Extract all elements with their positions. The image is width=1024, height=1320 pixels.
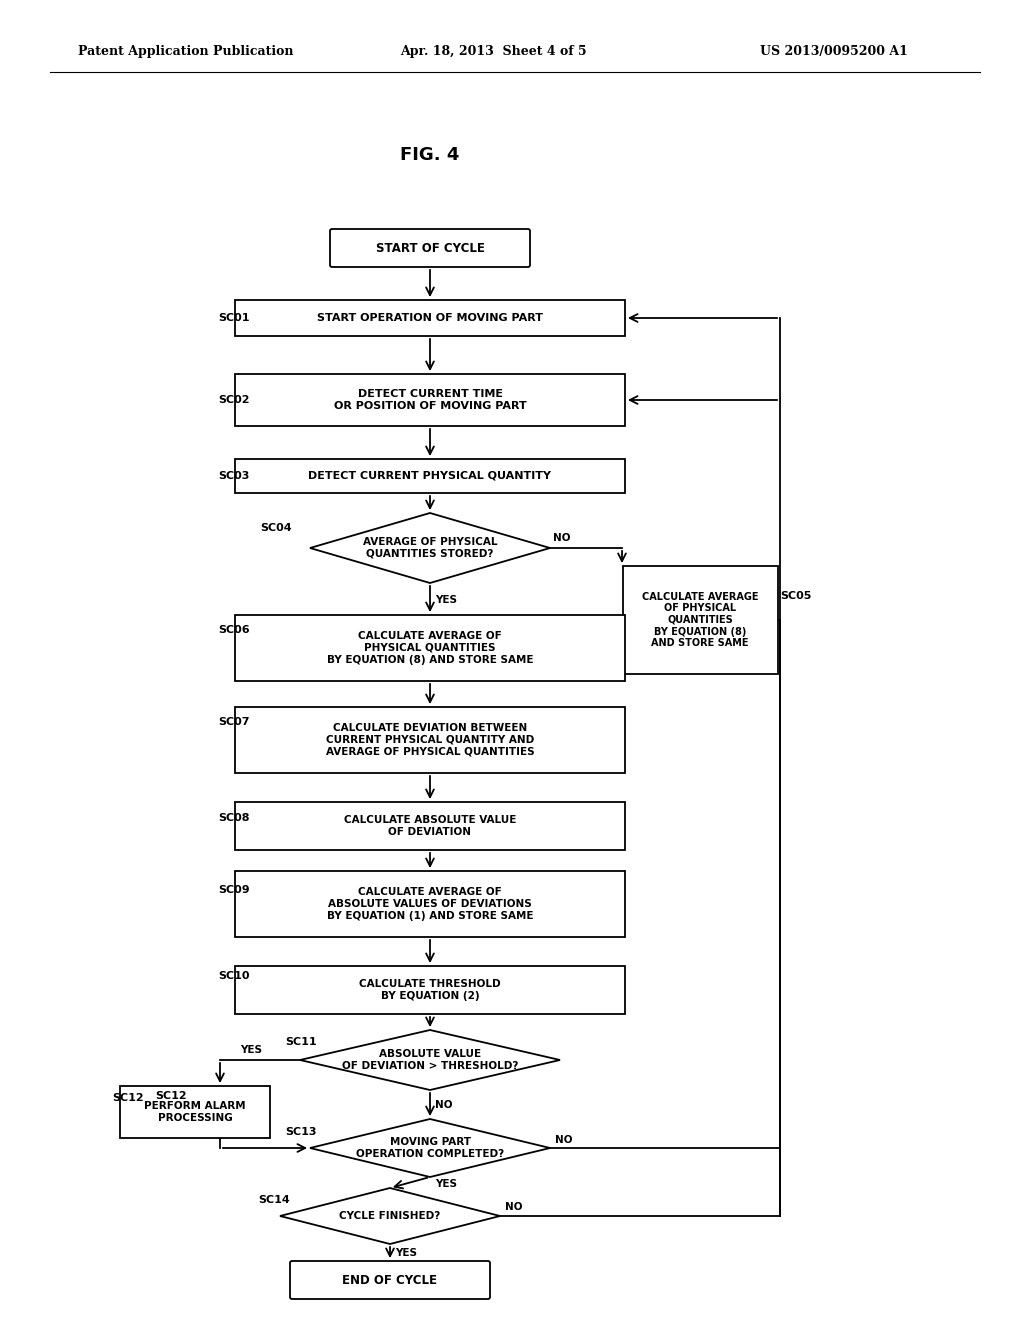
- Bar: [234, 459, 625, 492]
- Text: SC13: SC13: [285, 1127, 316, 1137]
- Text: CALCULATE AVERAGE OF
ABSOLUTE VALUES OF DEVIATIONS
BY EQUATION (1) AND STORE SAM: CALCULATE AVERAGE OF ABSOLUTE VALUES OF …: [327, 887, 534, 920]
- Text: ABSOLUTE VALUE
OF DEVIATION > THRESHOLD?: ABSOLUTE VALUE OF DEVIATION > THRESHOLD?: [342, 1049, 518, 1071]
- Text: NO: NO: [555, 1135, 572, 1144]
- Bar: [234, 871, 625, 937]
- Text: START OPERATION OF MOVING PART: START OPERATION OF MOVING PART: [317, 313, 543, 323]
- Polygon shape: [310, 513, 550, 583]
- Text: SC08: SC08: [218, 813, 250, 822]
- Text: DETECT CURRENT PHYSICAL QUANTITY: DETECT CURRENT PHYSICAL QUANTITY: [308, 471, 552, 480]
- Text: Patent Application Publication: Patent Application Publication: [78, 45, 294, 58]
- Text: YES: YES: [240, 1045, 262, 1055]
- Text: SC05: SC05: [780, 591, 811, 601]
- Polygon shape: [300, 1030, 560, 1090]
- Bar: [120, 1086, 270, 1138]
- Text: CYCLE FINISHED?: CYCLE FINISHED?: [339, 1210, 440, 1221]
- Text: NO: NO: [435, 1100, 453, 1110]
- Polygon shape: [280, 1188, 500, 1243]
- FancyBboxPatch shape: [290, 1261, 490, 1299]
- Text: DETECT CURRENT TIME
OR POSITION OF MOVING PART: DETECT CURRENT TIME OR POSITION OF MOVIN…: [334, 389, 526, 411]
- Text: SC07: SC07: [218, 717, 250, 727]
- Text: MOVING PART
OPERATION COMPLETED?: MOVING PART OPERATION COMPLETED?: [356, 1138, 504, 1159]
- Text: SC12: SC12: [155, 1092, 186, 1101]
- Text: SC02: SC02: [218, 395, 250, 405]
- Text: SC09: SC09: [218, 884, 250, 895]
- Text: PERFORM ALARM
PROCESSING: PERFORM ALARM PROCESSING: [144, 1101, 246, 1123]
- Bar: [234, 803, 625, 850]
- Text: YES: YES: [395, 1247, 417, 1258]
- Text: FIG. 4: FIG. 4: [400, 147, 460, 164]
- Text: SC06: SC06: [218, 624, 250, 635]
- Text: AVERAGE OF PHYSICAL
QUANTITIES STORED?: AVERAGE OF PHYSICAL QUANTITIES STORED?: [362, 537, 498, 558]
- Text: SC03: SC03: [218, 471, 250, 480]
- Text: NO: NO: [553, 533, 570, 543]
- Text: YES: YES: [435, 1179, 457, 1189]
- Text: SC10: SC10: [218, 972, 250, 981]
- Text: SC01: SC01: [218, 313, 250, 323]
- Text: SC12: SC12: [112, 1093, 143, 1104]
- Bar: [234, 708, 625, 774]
- Text: SC14: SC14: [258, 1195, 290, 1205]
- Bar: [234, 300, 625, 337]
- Text: CALCULATE AVERAGE OF
PHYSICAL QUANTITIES
BY EQUATION (8) AND STORE SAME: CALCULATE AVERAGE OF PHYSICAL QUANTITIES…: [327, 631, 534, 664]
- Bar: [234, 615, 625, 681]
- Polygon shape: [310, 1119, 550, 1177]
- Text: CALCULATE DEVIATION BETWEEN
CURRENT PHYSICAL QUANTITY AND
AVERAGE OF PHYSICAL QU: CALCULATE DEVIATION BETWEEN CURRENT PHYS…: [326, 723, 535, 756]
- Text: END OF CYCLE: END OF CYCLE: [342, 1274, 437, 1287]
- Bar: [234, 966, 625, 1014]
- Text: SC11: SC11: [285, 1038, 316, 1047]
- Text: CALCULATE AVERAGE
OF PHYSICAL
QUANTITIES
BY EQUATION (8)
AND STORE SAME: CALCULATE AVERAGE OF PHYSICAL QUANTITIES…: [642, 591, 758, 648]
- FancyBboxPatch shape: [330, 228, 530, 267]
- Text: NO: NO: [505, 1203, 522, 1212]
- Text: YES: YES: [435, 595, 457, 605]
- Bar: [234, 374, 625, 426]
- Text: CALCULATE THRESHOLD
BY EQUATION (2): CALCULATE THRESHOLD BY EQUATION (2): [359, 979, 501, 1001]
- Text: Apr. 18, 2013  Sheet 4 of 5: Apr. 18, 2013 Sheet 4 of 5: [400, 45, 587, 58]
- Text: US 2013/0095200 A1: US 2013/0095200 A1: [760, 45, 908, 58]
- Bar: [623, 566, 777, 675]
- Text: SC04: SC04: [260, 523, 292, 533]
- Text: CALCULATE ABSOLUTE VALUE
OF DEVIATION: CALCULATE ABSOLUTE VALUE OF DEVIATION: [344, 816, 516, 837]
- Text: START OF CYCLE: START OF CYCLE: [376, 242, 484, 255]
